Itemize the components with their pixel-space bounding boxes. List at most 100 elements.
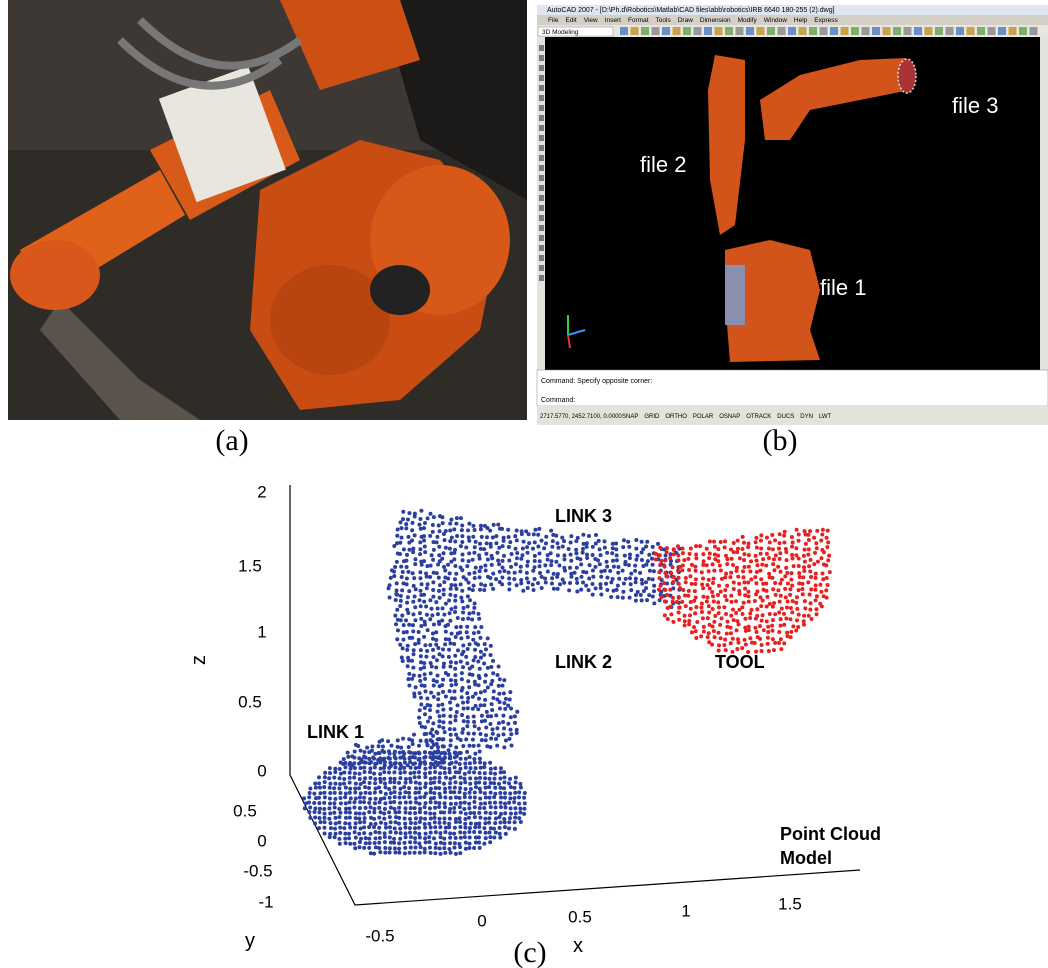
toolbar-icon[interactable]	[830, 27, 838, 35]
status-button[interactable]: GRID	[644, 414, 660, 420]
workspace-dropdown[interactable]: 3D Modeling	[542, 29, 579, 36]
tool-icon[interactable]	[539, 115, 544, 121]
toolbar-icon[interactable]	[841, 27, 849, 35]
toolbar-icon[interactable]	[977, 27, 985, 35]
menu-item[interactable]: Format	[628, 17, 649, 24]
menu-item[interactable]: Window	[764, 17, 787, 24]
tool-icon[interactable]	[539, 195, 544, 201]
status-button[interactable]: LWT	[819, 414, 832, 420]
menu-item[interactable]: Dimension	[700, 17, 731, 24]
tool-icon[interactable]	[539, 65, 544, 71]
toolbar-icon[interactable]	[652, 27, 660, 35]
toolbar-icon[interactable]	[998, 27, 1006, 35]
point	[773, 641, 777, 645]
point	[437, 786, 441, 790]
toolbar-icon[interactable]	[925, 27, 933, 35]
point	[581, 547, 585, 551]
menu-item[interactable]: Draw	[678, 17, 693, 24]
toolbar-icon[interactable]	[715, 27, 723, 35]
toolbar-icon[interactable]	[757, 27, 765, 35]
point	[680, 600, 684, 604]
tool-icon[interactable]	[539, 265, 544, 271]
tool-icon[interactable]	[539, 215, 544, 221]
status-button[interactable]: ORTHO	[665, 414, 687, 420]
tool-icon[interactable]	[539, 245, 544, 251]
menu-item[interactable]: File	[548, 17, 559, 24]
toolbar-icon[interactable]	[904, 27, 912, 35]
toolbar-icon[interactable]	[820, 27, 828, 35]
menu-item[interactable]: Edit	[565, 17, 576, 24]
toolbar-icon[interactable]	[725, 27, 733, 35]
toolbar-icon[interactable]	[662, 27, 670, 35]
point	[439, 765, 443, 769]
toolbar-icon[interactable]	[620, 27, 628, 35]
tool-icon[interactable]	[539, 125, 544, 131]
toolbar-icon[interactable]	[893, 27, 901, 35]
toolbar-icon[interactable]	[851, 27, 859, 35]
toolbar-icon[interactable]	[704, 27, 712, 35]
toolbar-icon[interactable]	[872, 27, 880, 35]
point	[354, 821, 358, 825]
tool-icon[interactable]	[539, 45, 544, 51]
status-button[interactable]: DUCS	[777, 414, 794, 420]
toolbar-icon[interactable]	[809, 27, 817, 35]
point	[459, 625, 463, 629]
tool-icon[interactable]	[539, 235, 544, 241]
toolbar-icon[interactable]	[914, 27, 922, 35]
command-line[interactable]: Command:	[541, 397, 575, 404]
toolbar-icon[interactable]	[967, 27, 975, 35]
menu-item[interactable]: Insert	[605, 17, 621, 24]
menu-item[interactable]: Modify	[738, 17, 758, 24]
toolbar-icon[interactable]	[988, 27, 996, 35]
status-button[interactable]: OTRACK	[746, 414, 771, 420]
tool-icon[interactable]	[539, 105, 544, 111]
tool-icon[interactable]	[539, 55, 544, 61]
tool-icon[interactable]	[539, 145, 544, 151]
tool-icon[interactable]	[539, 135, 544, 141]
status-button[interactable]: POLAR	[693, 414, 714, 420]
tool-icon[interactable]	[539, 205, 544, 211]
point	[388, 825, 392, 829]
toolbar-icon[interactable]	[673, 27, 681, 35]
tool-icon[interactable]	[539, 75, 544, 81]
tool-icon[interactable]	[539, 175, 544, 181]
toolbar-icon[interactable]	[778, 27, 786, 35]
toolbar-icon[interactable]	[736, 27, 744, 35]
menu-item[interactable]: View	[584, 17, 598, 24]
toolbar-icon[interactable]	[767, 27, 775, 35]
tool-icon[interactable]	[539, 275, 544, 281]
toolbar-icon[interactable]	[746, 27, 754, 35]
toolbar-icon[interactable]	[1019, 27, 1027, 35]
tool-icon[interactable]	[539, 165, 544, 171]
toolbar-icon[interactable]	[935, 27, 943, 35]
tool-icon[interactable]	[539, 255, 544, 261]
status-button[interactable]: SNAP	[622, 414, 638, 420]
toolbar-icon[interactable]	[631, 27, 639, 35]
toolbar-icon[interactable]	[799, 27, 807, 35]
point	[428, 806, 432, 810]
tool-icon[interactable]	[539, 185, 544, 191]
toolbar-icon[interactable]	[1030, 27, 1038, 35]
point	[392, 770, 396, 774]
menu-item[interactable]: Express	[814, 17, 838, 24]
toolbar-icon[interactable]	[641, 27, 649, 35]
toolbar-icon[interactable]	[883, 27, 891, 35]
tool-icon[interactable]	[539, 95, 544, 101]
tool-icon[interactable]	[539, 225, 544, 231]
point	[778, 532, 782, 536]
tool-icon[interactable]	[539, 85, 544, 91]
toolbar-icon[interactable]	[946, 27, 954, 35]
toolbar-icon[interactable]	[862, 27, 870, 35]
menu-item[interactable]: Tools	[656, 17, 672, 24]
tool-icon[interactable]	[539, 155, 544, 161]
point	[405, 577, 409, 581]
toolbar-icon[interactable]	[683, 27, 691, 35]
status-button[interactable]: OSNAP	[719, 414, 740, 420]
toolbar-icon[interactable]	[788, 27, 796, 35]
point	[808, 608, 812, 612]
toolbar-icon[interactable]	[956, 27, 964, 35]
status-button[interactable]: DYN	[800, 414, 813, 420]
toolbar-icon[interactable]	[1009, 27, 1017, 35]
toolbar-icon[interactable]	[694, 27, 702, 35]
menu-item[interactable]: Help	[794, 17, 808, 24]
